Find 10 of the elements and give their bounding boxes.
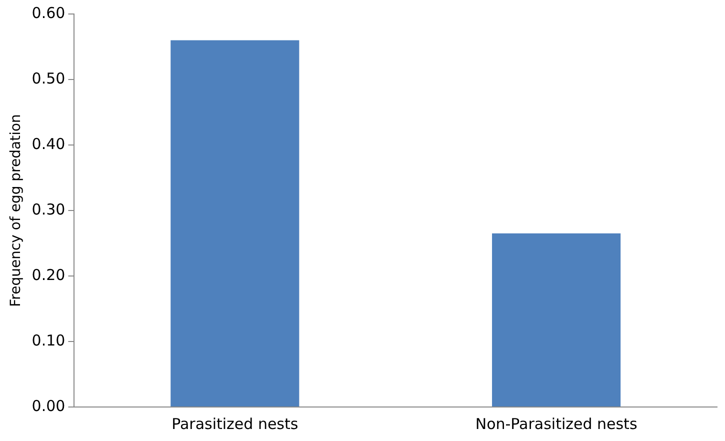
y-tick-label: 0.50: [32, 69, 66, 88]
x-tick-label: Non-Parasitized nests: [475, 414, 638, 433]
y-tick-label: 0.30: [32, 200, 66, 218]
y-axis-title: Frequency of egg predation: [8, 114, 24, 307]
y-tick-label: 0.60: [32, 4, 66, 22]
x-tick-label: Parasitized nests: [172, 414, 298, 433]
y-tick-label: 0.00: [32, 396, 66, 415]
y-tick-label: 0.10: [32, 331, 66, 350]
y-tick-label: 0.20: [32, 266, 66, 284]
y-tick-label: 0.40: [32, 134, 66, 153]
